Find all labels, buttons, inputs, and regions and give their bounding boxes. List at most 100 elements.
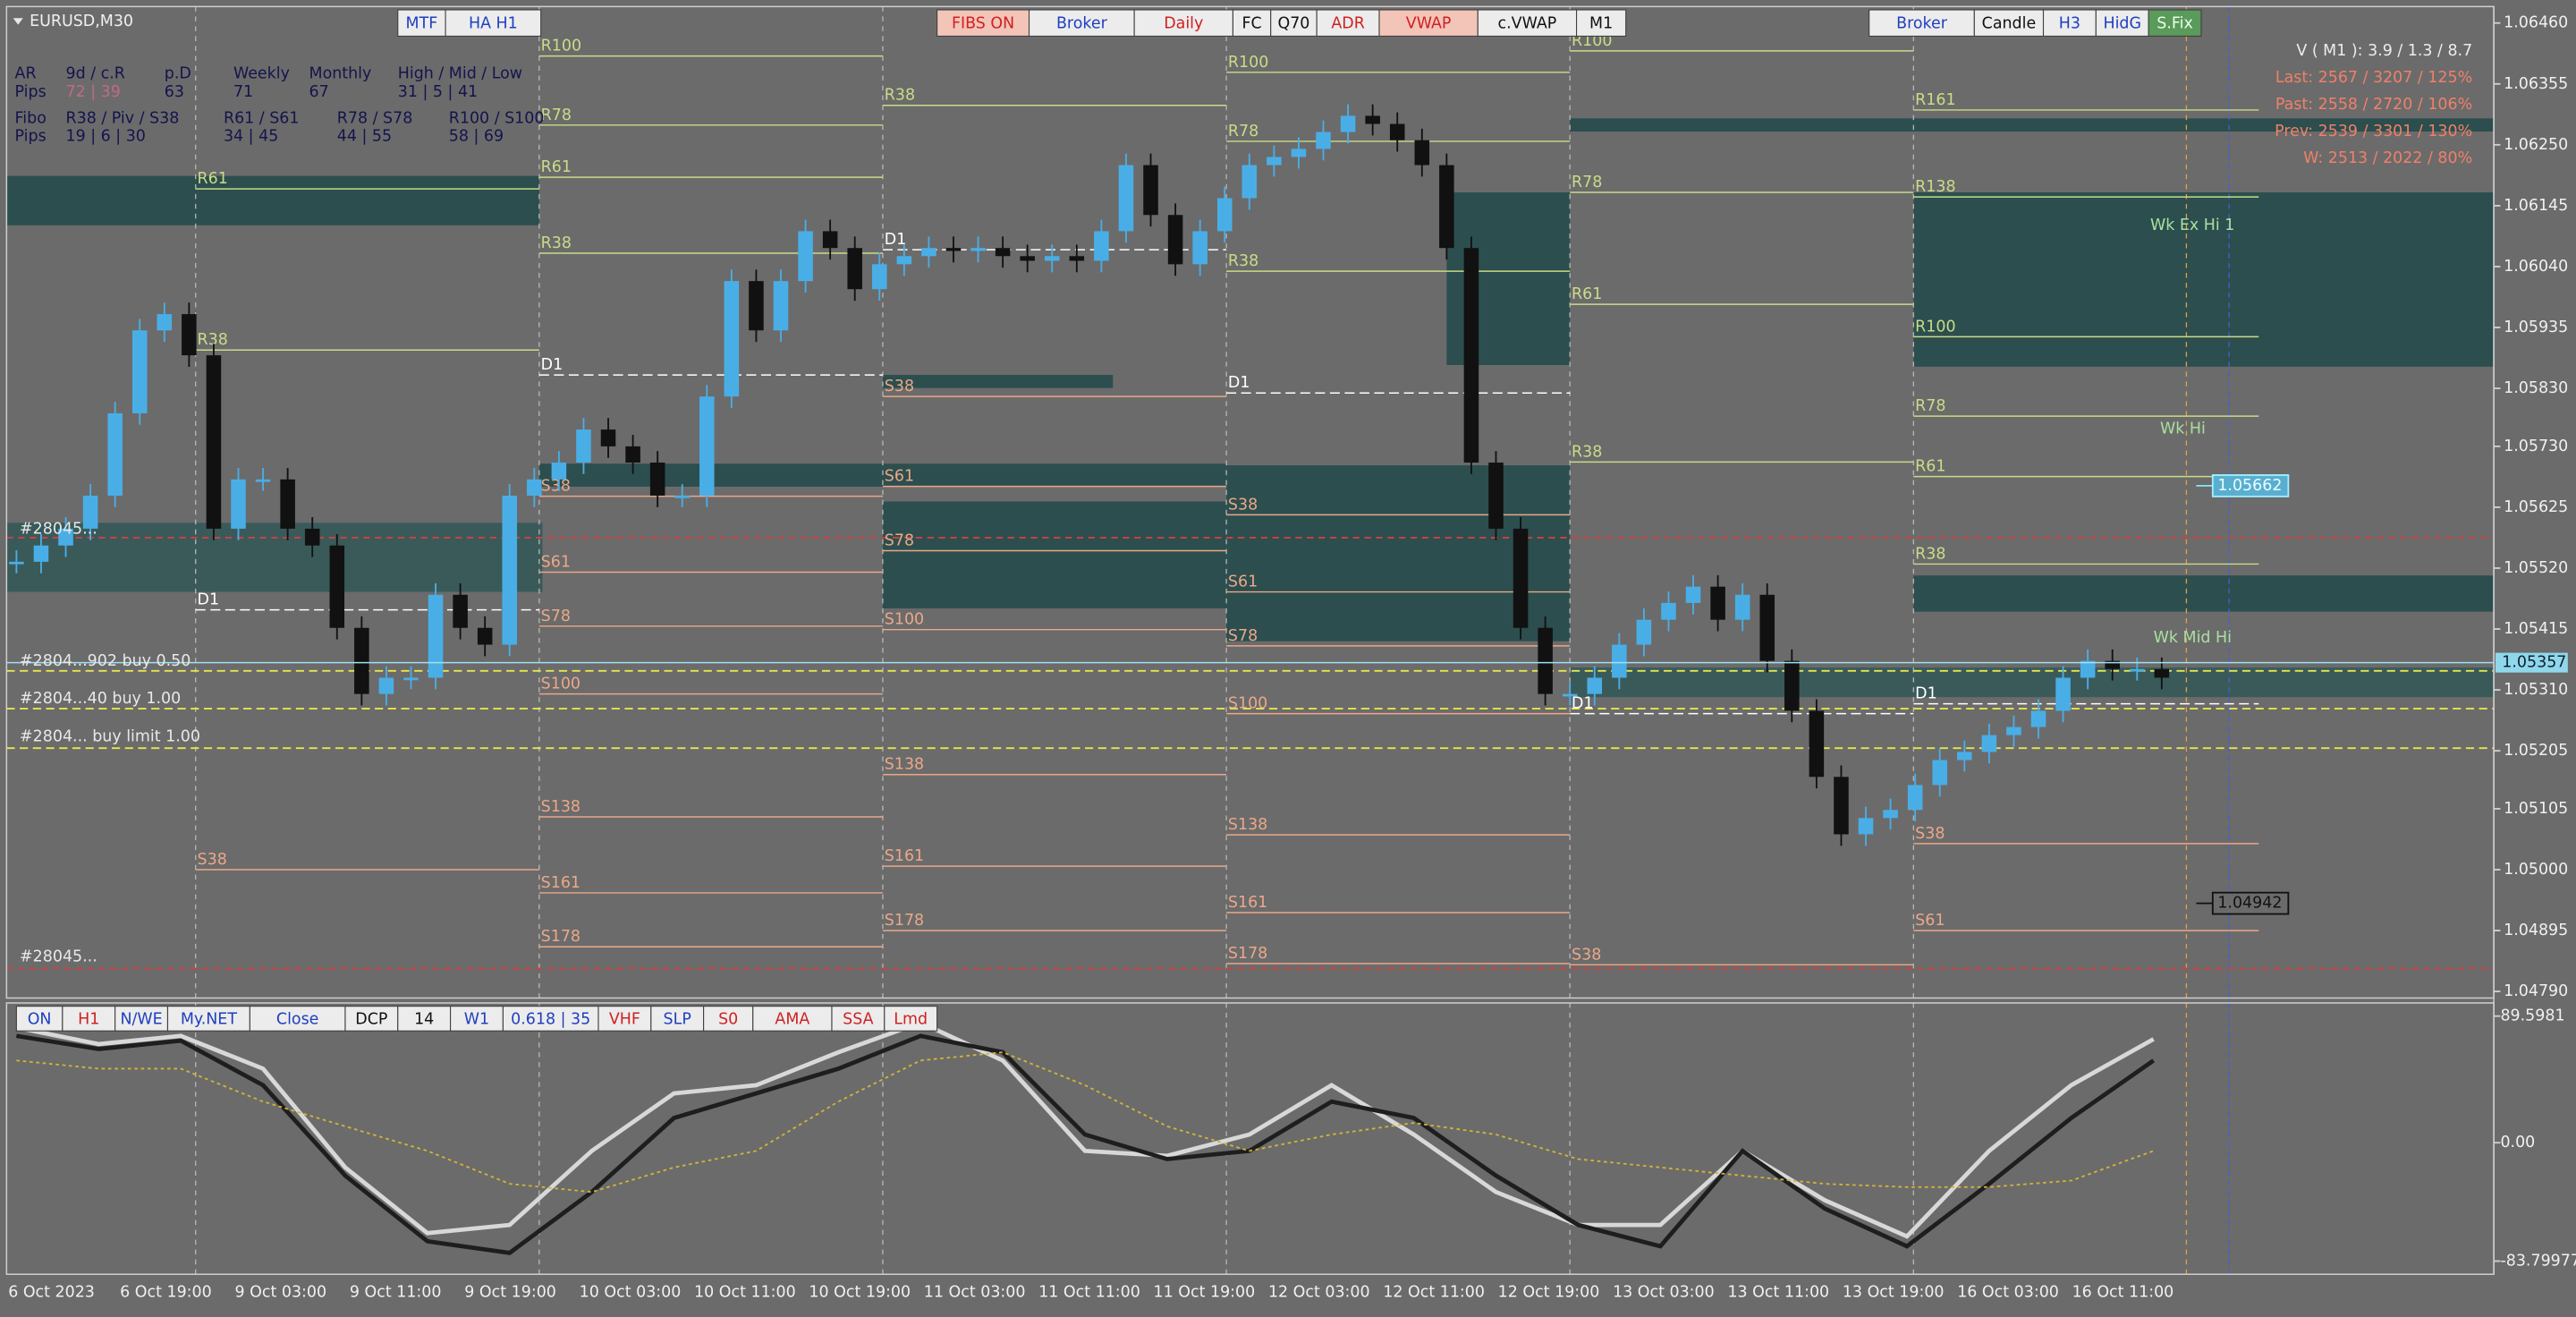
toolbar-button-label[interactable]: SSA: [843, 1010, 873, 1028]
pivot-label: D1: [541, 356, 564, 374]
toolbar-button-label[interactable]: 0.618 | 35: [511, 1010, 590, 1028]
toolbar-button-label[interactable]: AMA: [775, 1010, 809, 1028]
candle-body: [206, 355, 222, 529]
pivot-label: R38: [1915, 545, 1945, 563]
toolbar-button[interactable]: [1973, 9, 2045, 37]
pivot-label: D1: [198, 591, 220, 609]
y-tick-label: 1.06250: [2504, 136, 2568, 154]
toolbar-button-label[interactable]: W1: [464, 1010, 489, 1028]
toolbar-button-label[interactable]: H3: [2059, 15, 2080, 33]
toolbar-button-label[interactable]: DCP: [355, 1010, 387, 1028]
toolbar-button-label[interactable]: Lmd: [894, 1010, 928, 1028]
toolbar-button-label[interactable]: HA H1: [469, 15, 518, 33]
toolbar-button-label[interactable]: Broker: [1056, 15, 1108, 33]
pivot-label: R38: [198, 331, 228, 349]
toolbar-button[interactable]: [1270, 9, 1318, 37]
toolbar-button-label[interactable]: Q70: [1277, 15, 1309, 33]
pivot-label: S100: [1228, 695, 1267, 713]
toolbar-button-label[interactable]: My.NET: [181, 1010, 237, 1028]
candle-body: [1759, 594, 1775, 661]
zone: [882, 501, 1227, 608]
y-tick-label: 1.05730: [2504, 438, 2568, 455]
pivot-label: R61: [198, 170, 228, 188]
y-tick-label: 1.05935: [2504, 319, 2568, 336]
stats-cell: 67: [309, 83, 329, 101]
toolbar-button[interactable]: [15, 1006, 64, 1032]
toolbar-button-label[interactable]: c.VWAP: [1498, 15, 1557, 33]
toolbar-button[interactable]: [703, 1006, 754, 1032]
toolbar-button[interactable]: [2095, 9, 2149, 37]
toolbar-button[interactable]: [1576, 9, 1627, 37]
toolbar-button-label[interactable]: S.Fix: [2157, 15, 2193, 33]
ui: 1.06460 1.06355 1.06250 1.06145 1.06040 1.059…: [8, 9, 2576, 1301]
toolbar-button[interactable]: [1378, 9, 1479, 37]
toolbar-button-label[interactable]: M1: [1589, 15, 1613, 33]
toolbar-button[interactable]: [752, 1006, 833, 1032]
order-label: #28045...: [20, 948, 97, 966]
toolbar-button-label[interactable]: Daily: [1164, 15, 1203, 33]
toolbar-button[interactable]: [397, 1006, 452, 1032]
toolbar-button-label[interactable]: 14: [414, 1010, 434, 1028]
price-tag-box: [2211, 891, 2290, 915]
toolbar-button[interactable]: [62, 1006, 116, 1032]
toolbar-button-label[interactable]: Close: [276, 1010, 319, 1028]
toolbar-button[interactable]: [1477, 9, 1578, 37]
toolbar-button[interactable]: [249, 1006, 346, 1032]
toolbar-button[interactable]: [650, 1006, 705, 1032]
stats-cell: R38 / Piv / S38: [66, 109, 180, 127]
candle-body: [1809, 710, 1825, 777]
candle-body: [1094, 231, 1109, 261]
toolbar-button-label[interactable]: VHF: [609, 1010, 640, 1028]
candle-body: [822, 231, 838, 249]
toolbar-button[interactable]: [936, 9, 1030, 37]
toolbar-button-label[interactable]: SLP: [664, 1010, 691, 1028]
toolbar-button[interactable]: [166, 1006, 250, 1032]
toolbar-button-label[interactable]: N/WE: [120, 1010, 162, 1028]
candle-body: [1981, 735, 1997, 752]
candle-body: [2130, 668, 2145, 672]
zone: [6, 175, 539, 225]
toolbar-button[interactable]: [2148, 9, 2202, 37]
toolbar-button-label[interactable]: FC: [1241, 15, 1261, 33]
toolbar-button[interactable]: [502, 1006, 599, 1032]
toolbar-button[interactable]: [884, 1006, 938, 1032]
stats-cell: Pips: [15, 83, 47, 101]
candle-body: [699, 396, 715, 496]
order-label: #28045...: [20, 521, 97, 539]
toolbar-button-label[interactable]: H1: [78, 1010, 99, 1028]
stats-cell: Monthly: [309, 65, 372, 83]
toolbar-button[interactable]: [1232, 9, 1272, 37]
toolbar-button-label[interactable]: Broker: [1896, 15, 1948, 33]
info-line: Last: 2567 / 3207 / 125%: [2275, 69, 2472, 87]
candle-body: [1439, 165, 1454, 249]
toolbar-button-label[interactable]: VWAP: [1406, 15, 1452, 33]
y-tick-label: 1.05000: [2504, 861, 2568, 879]
candle-body: [1883, 810, 1898, 819]
toolbar-button[interactable]: [1868, 9, 1975, 37]
stats-cell: p.D: [165, 65, 191, 83]
candle-body: [1414, 140, 1430, 166]
candle-body: [1587, 677, 1603, 694]
toolbar-button[interactable]: [831, 1006, 886, 1032]
toolbar-button-label[interactable]: MTF: [406, 15, 438, 33]
candle-body: [1192, 231, 1208, 265]
toolbar-button-label[interactable]: FIBS ON: [952, 15, 1014, 33]
toolbar-button[interactable]: [450, 1006, 504, 1032]
toolbar-button-label[interactable]: Candle: [1982, 15, 2037, 33]
toolbar-button[interactable]: [1133, 9, 1233, 37]
candles: [9, 104, 2170, 846]
toolbar-button[interactable]: [397, 9, 446, 37]
pivot-label: S61: [541, 553, 571, 571]
pivot-label: S138: [885, 756, 924, 774]
toolbar-button[interactable]: [597, 1006, 652, 1032]
toolbar-button-label[interactable]: HidG: [2103, 15, 2141, 33]
candle-body: [1636, 619, 1652, 645]
pivot-label: S61: [1915, 912, 1945, 930]
toolbar-button[interactable]: [445, 9, 542, 37]
toolbar-button[interactable]: [1316, 9, 1380, 37]
toolbar-button-label[interactable]: ADR: [1331, 15, 1364, 33]
time-label: 12 Oct 03:00: [1268, 1283, 1370, 1301]
toolbar-button-label[interactable]: ON: [28, 1010, 52, 1028]
toolbar-button-label[interactable]: S0: [718, 1010, 738, 1028]
candle-body: [1143, 165, 1158, 216]
